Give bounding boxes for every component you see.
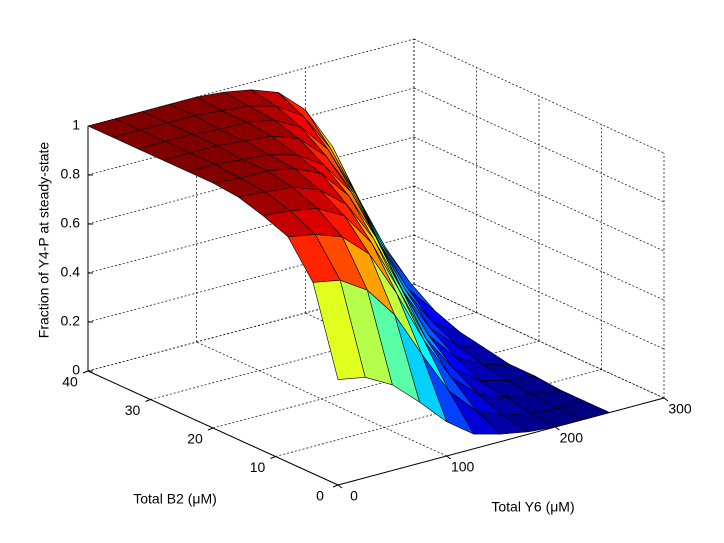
grid-line (413, 136, 665, 252)
tick-mark (82, 370, 89, 374)
y-tick-label: 30 (125, 402, 141, 418)
y-tick-label: 40 (62, 374, 78, 390)
tick-mark (145, 399, 151, 402)
grid-line (413, 185, 665, 301)
tick-mark (270, 456, 276, 459)
grid-line (413, 234, 665, 350)
z-tick-label: 1 (72, 117, 80, 133)
z-tick-label: 0.8 (61, 166, 81, 182)
tick-mark (555, 426, 560, 431)
tick-mark (332, 484, 339, 488)
grid-line (413, 87, 665, 203)
x-tick-label: 100 (451, 459, 475, 475)
z-tick-label: 0 (72, 362, 80, 378)
z-tick-label: 0.4 (61, 264, 81, 280)
y-tick-label: 0 (316, 488, 324, 504)
y-axis-label: Total B2 (μM) (133, 491, 217, 507)
tick-mark (337, 484, 343, 489)
tick-mark (207, 427, 214, 431)
z-tick-label: 0.6 (61, 215, 81, 231)
grid-line (413, 283, 665, 399)
z-tick-label: 0.2 (61, 313, 81, 329)
tick-mark (663, 397, 669, 402)
y-tick-label: 20 (187, 431, 203, 447)
surface-patch (312, 279, 366, 380)
x-tick-label: 200 (560, 430, 584, 446)
y-tick-label: 10 (250, 459, 266, 475)
x-axis-label: Total Y6 (μM) (491, 499, 574, 515)
z-axis-label: Fraction of Y4-P at steady-state (36, 142, 52, 339)
tick-mark (446, 455, 451, 460)
x-tick-label: 300 (668, 401, 692, 417)
grid-line (413, 38, 665, 154)
x-tick-label: 0 (350, 488, 358, 504)
